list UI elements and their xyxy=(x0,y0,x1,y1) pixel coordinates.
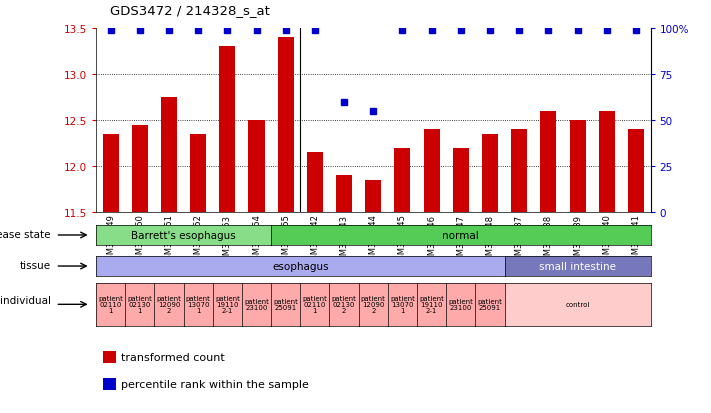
Text: percentile rank within the sample: percentile rank within the sample xyxy=(121,379,309,389)
Bar xyxy=(395,148,410,213)
Bar xyxy=(249,121,264,213)
Bar xyxy=(336,176,352,213)
Bar xyxy=(278,38,294,213)
Text: control: control xyxy=(565,301,590,308)
Text: normal: normal xyxy=(442,230,479,240)
Text: patient
25091: patient 25091 xyxy=(273,299,298,311)
Text: esophagus: esophagus xyxy=(272,261,328,271)
Bar xyxy=(424,130,439,213)
Bar xyxy=(190,135,206,213)
Text: tissue: tissue xyxy=(20,260,51,271)
Text: patient
19110
2-1: patient 19110 2-1 xyxy=(419,296,444,313)
Text: patient
02130
1: patient 02130 1 xyxy=(127,296,152,313)
Bar xyxy=(132,126,148,213)
Text: transformed count: transformed count xyxy=(121,353,225,363)
Text: patient
02110
1: patient 02110 1 xyxy=(98,296,123,313)
Text: patient
12090
2: patient 12090 2 xyxy=(156,296,181,313)
Text: patient
23100: patient 23100 xyxy=(449,299,474,311)
Text: patient
13070
1: patient 13070 1 xyxy=(390,296,415,313)
Text: patient
13070
1: patient 13070 1 xyxy=(186,296,210,313)
Text: patient
02110
1: patient 02110 1 xyxy=(302,296,327,313)
Text: patient
19110
2-1: patient 19110 2-1 xyxy=(215,296,240,313)
Text: patient
25091: patient 25091 xyxy=(478,299,503,311)
Bar xyxy=(453,148,469,213)
Text: GDS3472 / 214328_s_at: GDS3472 / 214328_s_at xyxy=(110,4,270,17)
Bar xyxy=(102,135,119,213)
Text: patient
12090
2: patient 12090 2 xyxy=(361,296,385,313)
Text: Barrett's esophagus: Barrett's esophagus xyxy=(131,230,236,240)
Bar xyxy=(103,378,115,390)
Bar xyxy=(628,130,644,213)
Text: disease state: disease state xyxy=(0,229,51,240)
Bar xyxy=(540,112,557,213)
Text: individual: individual xyxy=(0,295,51,305)
Text: patient
23100: patient 23100 xyxy=(244,299,269,311)
Bar xyxy=(570,121,586,213)
Bar xyxy=(219,47,235,213)
Bar xyxy=(365,180,381,213)
Bar xyxy=(103,351,115,363)
Bar xyxy=(161,98,177,213)
Bar xyxy=(482,135,498,213)
Bar xyxy=(511,130,528,213)
Bar xyxy=(307,153,323,213)
Bar xyxy=(599,112,615,213)
Text: patient
02130
2: patient 02130 2 xyxy=(331,296,356,313)
Text: small intestine: small intestine xyxy=(539,261,616,271)
